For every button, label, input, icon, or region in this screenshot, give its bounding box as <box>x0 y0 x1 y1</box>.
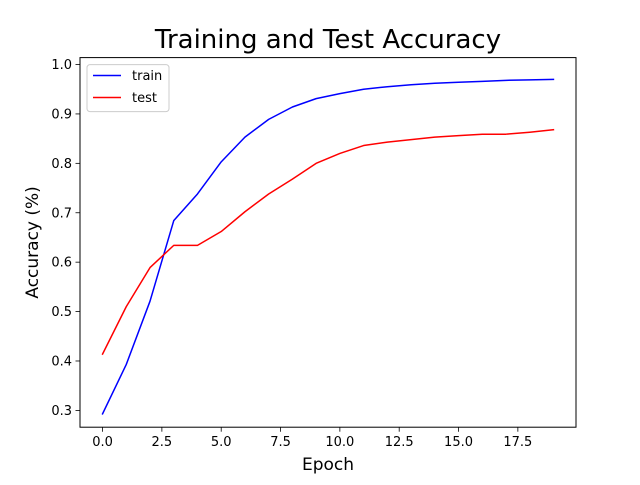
y-tick-label: 0.5 <box>51 305 72 320</box>
legend: train test <box>86 64 170 113</box>
x-axis-label: Epoch <box>302 455 354 475</box>
x-tick-label: 2.5 <box>152 435 173 450</box>
x-tick-label: 5.0 <box>211 435 232 450</box>
y-tick-label: 0.9 <box>51 107 72 122</box>
legend-label-train: train <box>132 69 162 84</box>
series-line-test <box>101 128 555 356</box>
x-tick-label: 15.0 <box>444 435 473 450</box>
x-tick-label: 12.5 <box>385 435 414 450</box>
y-tick-label: 0.7 <box>51 206 72 221</box>
y-tick-label: 0.3 <box>51 404 72 419</box>
x-tick-label: 10.0 <box>325 435 354 450</box>
plot-area-frame <box>79 57 577 428</box>
y-axis: 0.3 0.4 0.5 0.6 0.7 0.8 0.9 1.0 <box>51 58 80 419</box>
legend-frame <box>86 64 170 113</box>
y-tick-label: 0.4 <box>51 354 72 369</box>
x-tick-label: 17.5 <box>503 435 532 450</box>
y-tick-label: 0.6 <box>51 256 72 271</box>
x-axis: 0.0 2.5 5.0 7.5 10.0 12.5 15.0 17.5 <box>92 427 532 450</box>
series-layer <box>101 78 555 415</box>
series-line-train <box>101 78 555 415</box>
x-tick-label: 7.5 <box>270 435 291 450</box>
y-tick-label: 1.0 <box>51 58 72 73</box>
y-tick-label: 0.8 <box>51 157 72 172</box>
legend-label-test: test <box>132 91 157 106</box>
x-tick-label: 0.0 <box>92 435 113 450</box>
y-axis-label: Accuracy (%) <box>23 186 43 298</box>
chart-title: Training and Test Accuracy <box>154 25 501 55</box>
